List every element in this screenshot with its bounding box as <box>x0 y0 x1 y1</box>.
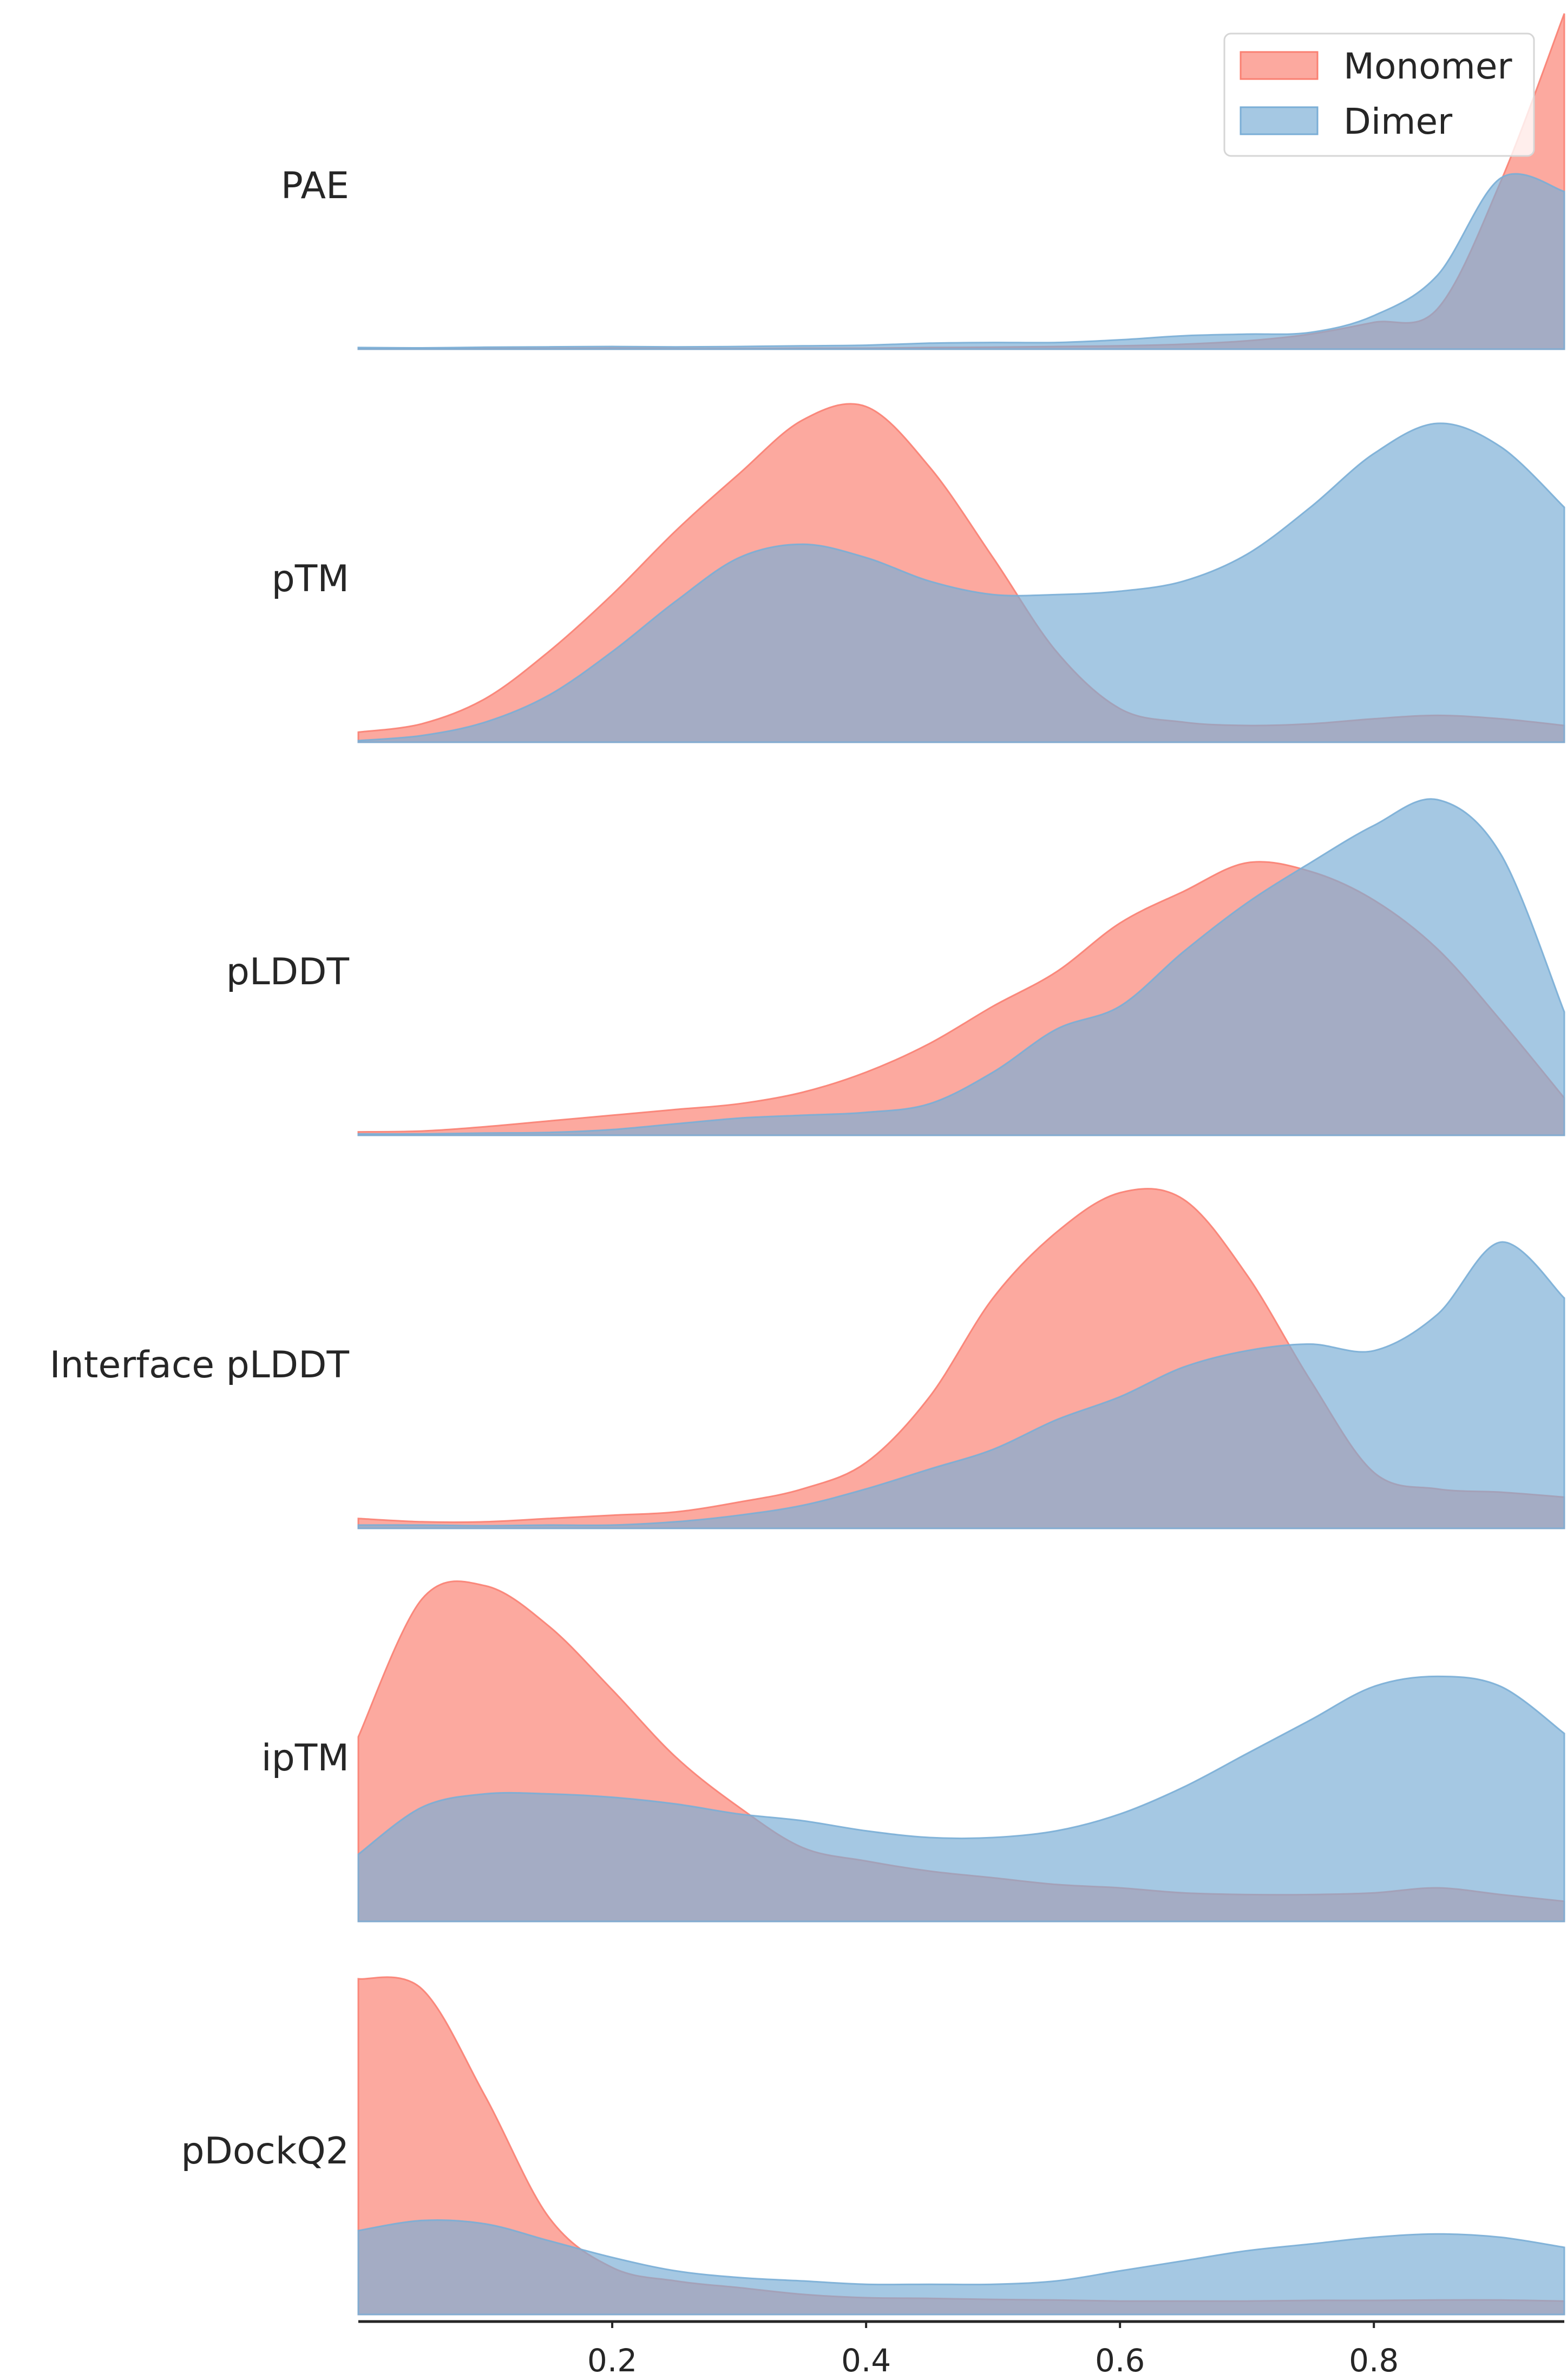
x-tick-label: 0.8 <box>1349 2342 1399 2379</box>
row-label-plddt: pLDDT <box>226 951 350 993</box>
x-axis: 0.2 0.4 0.6 0.8 <box>358 2320 1564 2379</box>
row-label-iptm: ipTM <box>261 1737 349 1780</box>
density-dimer-interface-plddt <box>357 1241 1565 1529</box>
legend-swatch-monomer <box>1240 51 1319 80</box>
legend-swatch-dimer <box>1240 106 1319 135</box>
panel-plddt: pLDDT <box>226 798 1565 1136</box>
x-tick-label: 0.6 <box>1095 2342 1145 2379</box>
panel-pae: PAE <box>281 13 1565 350</box>
chart-panels: PAE pTM pLDDT Interface pLDDT ipTM pDockQ2 <box>50 13 1565 2316</box>
legend-label-monomer: Monomer <box>1343 45 1512 87</box>
row-label-pae: PAE <box>281 165 349 207</box>
density-dimer-ptm <box>357 422 1565 743</box>
legend-label-dimer: Dimer <box>1343 101 1453 142</box>
x-tick-label: 0.2 <box>587 2342 637 2379</box>
density-dimer-pae <box>357 173 1565 350</box>
panel-pdockq2: pDockQ2 <box>181 1976 1565 2316</box>
legend: Monomer Dimer <box>1223 32 1535 157</box>
panel-ptm: pTM <box>272 403 1565 743</box>
row-label-interface-plddt: Interface pLDDT <box>50 1344 350 1387</box>
density-dimer-plddt <box>357 798 1565 1136</box>
panel-iptm: ipTM <box>261 1580 1565 1923</box>
row-label-pdockq2: pDockQ2 <box>181 2130 349 2173</box>
density-dimer-pdockq2 <box>357 2219 1565 2316</box>
row-label-ptm: pTM <box>272 558 349 600</box>
density-dimer-iptm <box>357 1675 1565 1923</box>
x-tick-label: 0.4 <box>841 2342 891 2379</box>
panel-interface-plddt: Interface pLDDT <box>50 1188 1565 1529</box>
